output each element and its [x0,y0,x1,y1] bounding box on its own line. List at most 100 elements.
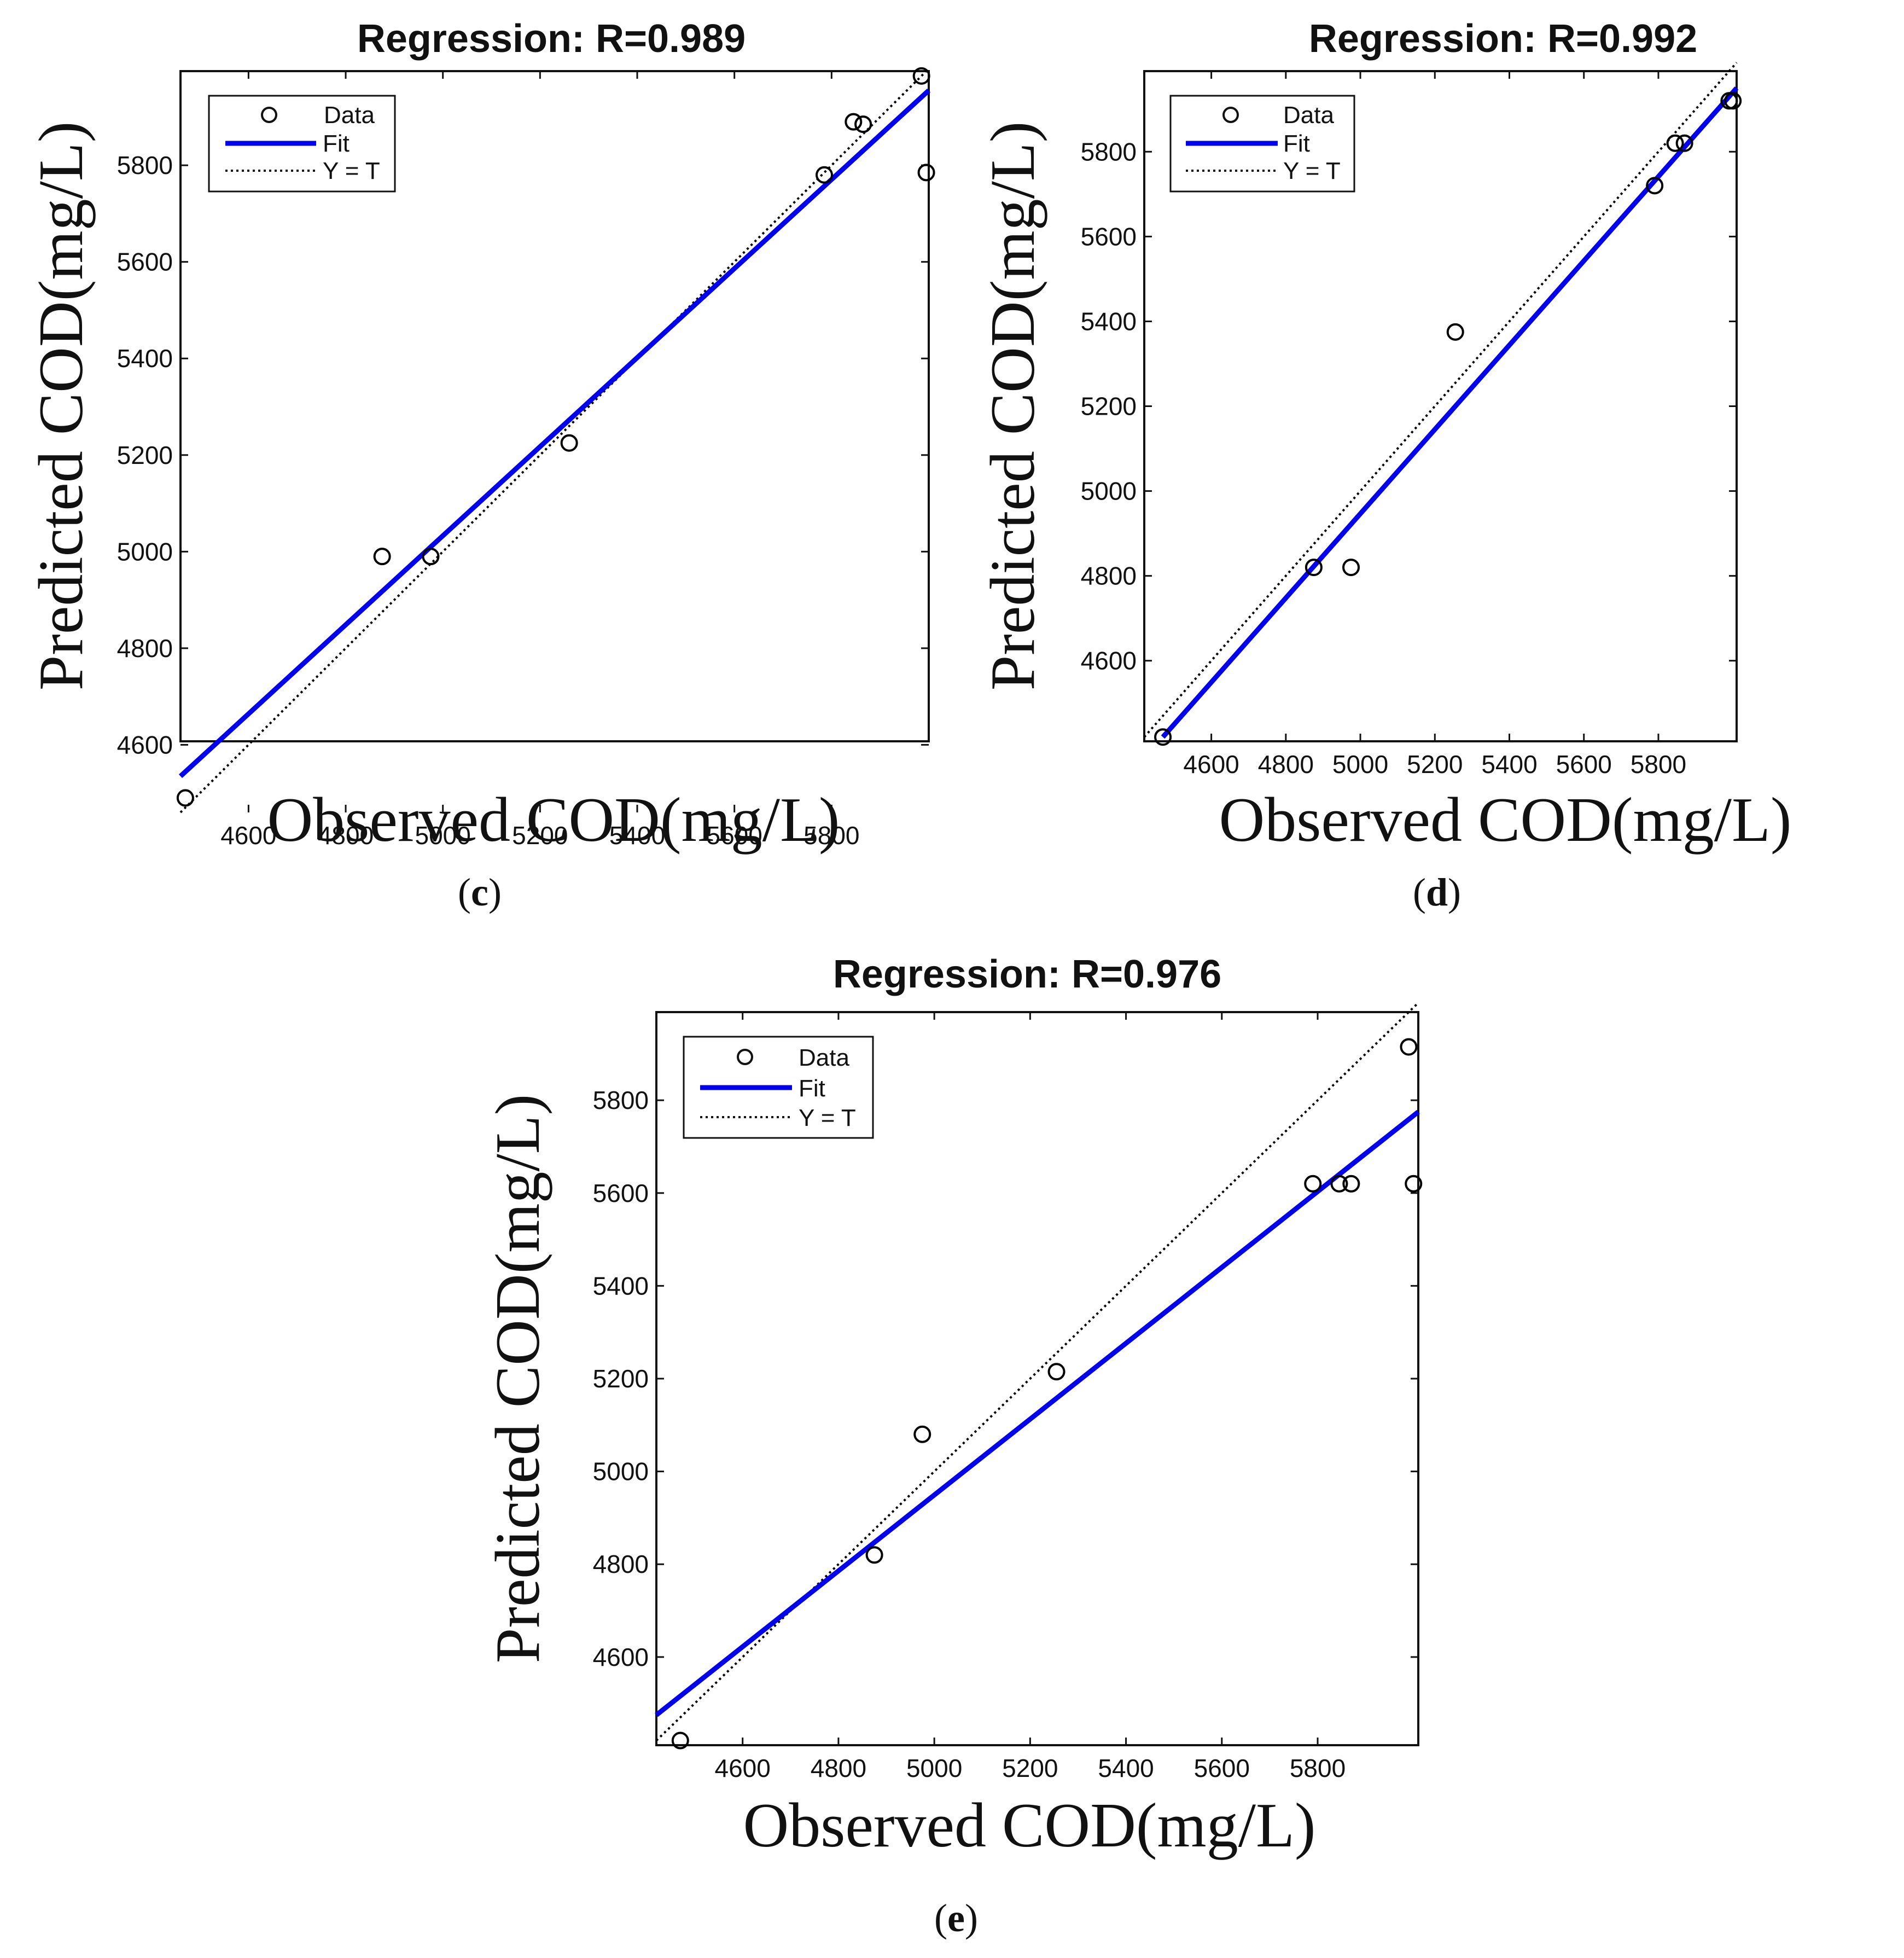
data-point [1330,1175,1348,1193]
x-axis-label: Observed COD(mg/L) [1219,785,1791,855]
data-point [1724,92,1742,110]
legend-label-data: Data [324,102,375,129]
legend-label-data: Data [1283,102,1334,129]
data-point [1047,1363,1065,1381]
legend-data-marker [1222,107,1239,123]
data-point [560,434,578,452]
y-tick-label: 5200 [593,1364,649,1393]
data-point [1342,559,1360,577]
x-tick-label: 5400 [1481,750,1537,778]
data-point [854,115,872,133]
regression-chart-d: Regression: R=0.992 4600 4800 5000 5200 5400… [978,17,1792,855]
tick-layer: 4600 4800 5000 5200 5400 5600 5800 4600 4800 5000… [1081,71,1737,778]
panel-label-c: (c) [458,870,502,914]
point-layer [176,67,935,807]
y-tick-label: 5000 [1081,477,1137,506]
data-point [1305,559,1323,577]
x-tick-label: 5200 [1002,1754,1058,1782]
chart-title: Regression: R=0.989 [357,17,746,61]
panel-label-e: (e) [934,1896,978,1940]
data-point [917,164,935,182]
data-point [865,1546,883,1564]
y-tick-label: 5400 [1081,307,1137,335]
chart-panel-d: Regression: R=0.992 4600 4800 5000 5200 5400… [952,0,1904,941]
data-point [1675,134,1693,152]
legend-label-fit: Fit [1283,130,1310,157]
y-tick-label: 4800 [117,634,173,663]
legend-label-identity: Y = T [1283,158,1341,184]
point-layer [1154,92,1742,746]
x-tick-label: 4600 [1183,750,1239,778]
panel-label-d: (d) [1413,870,1462,914]
x-tick-label: 5000 [906,1754,962,1782]
y-tick-label: 5200 [1081,392,1137,421]
y-tick-label: 4600 [117,730,173,759]
legend-label-fit: Fit [323,130,350,157]
x-tick-label: 5600 [707,821,762,850]
data-point [1405,1175,1423,1193]
x-tick-label: 4800 [1258,750,1314,778]
identity-line [1143,62,1738,738]
legend: Data Fit Y = T [1169,95,1355,193]
y-tick-label: 4800 [1081,562,1137,590]
legend-label-fit: Fit [799,1075,825,1102]
chart-title: Regression: R=0.992 [1309,17,1697,61]
y-tick-label: 5800 [593,1086,649,1114]
panel-letter: c [470,870,488,914]
y-tick-label: 5600 [593,1179,649,1207]
regression-chart-e: Regression: R=0.976 4600 4800 5000 5200 5400… [483,952,1423,1861]
point-layer [671,1038,1423,1750]
data-point [422,548,440,566]
y-tick-label: 5400 [117,344,173,373]
y-tick-label: 5800 [1081,137,1137,166]
y-axis-label: Predicted COD(mg/L) [978,121,1048,691]
tick-layer: 4600 4800 5000 5200 5400 5600 5800 4600 4800 5000… [117,71,929,850]
data-point [816,166,834,184]
data-point [845,113,863,131]
x-tick-label: 4800 [811,1754,866,1782]
line-layer [178,68,931,814]
data-point [1400,1038,1418,1056]
x-tick-label: 5200 [512,821,568,850]
data-point [912,67,930,85]
x-tick-label: 5800 [803,821,859,850]
x-tick-label: 5800 [1631,750,1686,778]
x-axis-label: Observed COD(mg/L) [743,1791,1315,1861]
x-tick-label: 4800 [318,821,374,850]
x-axis-label: Observed COD(mg/L) [267,785,840,855]
line-layer [655,1002,1420,1741]
x-tick-label: 5600 [1194,1754,1250,1782]
data-point [913,1425,931,1443]
data-point [1666,134,1684,152]
x-tick-label: 5200 [1407,750,1463,778]
y-axis-label: Predicted COD(mg/L) [483,1094,553,1664]
y-tick-label: 5400 [593,1271,649,1300]
data-point [1304,1175,1322,1193]
fit-line [1161,86,1739,739]
identity-line [179,68,930,814]
fit-line [178,88,931,778]
tick-layer: 4600 4800 5000 5200 5400 5600 5800 4600 4800 5000… [593,1012,1418,1782]
x-tick-label: 4600 [220,821,276,850]
x-tick-label: 5400 [609,821,665,850]
data-point [176,789,194,807]
chart-title: Regression: R=0.976 [833,952,1221,996]
fit-line [655,1109,1420,1717]
legend-data-marker [261,107,277,123]
y-axis-label: Predicted COD(mg/L) [26,121,96,691]
regression-chart-c: Regression: R=0.989 4600 4800 5000 5200 5400… [26,17,935,855]
data-point [1446,323,1464,341]
y-tick-label: 5200 [117,441,173,469]
plot-frame [179,70,930,742]
legend: Data Fit Y = T [208,95,396,193]
x-tick-label: 5400 [1098,1754,1154,1782]
y-tick-label: 5000 [117,537,173,566]
panel-letter: d [1425,870,1448,914]
x-tick-label: 5600 [1556,750,1612,778]
x-tick-label: 5000 [1332,750,1388,778]
x-tick-label: 5800 [1290,1754,1346,1782]
y-tick-label: 5800 [117,151,173,179]
legend-label-identity: Y = T [799,1105,856,1131]
legend-data-marker [737,1049,753,1065]
legend-label-identity: Y = T [323,158,380,184]
